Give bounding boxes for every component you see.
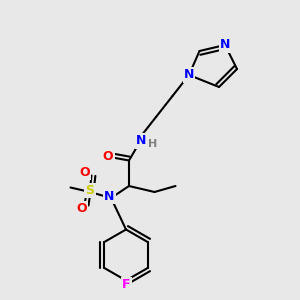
Text: H: H — [148, 139, 158, 149]
Text: N: N — [184, 68, 194, 82]
Text: F: F — [122, 278, 130, 292]
Text: O: O — [80, 166, 90, 179]
Text: N: N — [104, 190, 115, 203]
Text: O: O — [103, 149, 113, 163]
Text: N: N — [220, 38, 230, 52]
Text: O: O — [76, 202, 87, 215]
Text: S: S — [85, 184, 94, 197]
Text: N: N — [136, 134, 146, 148]
